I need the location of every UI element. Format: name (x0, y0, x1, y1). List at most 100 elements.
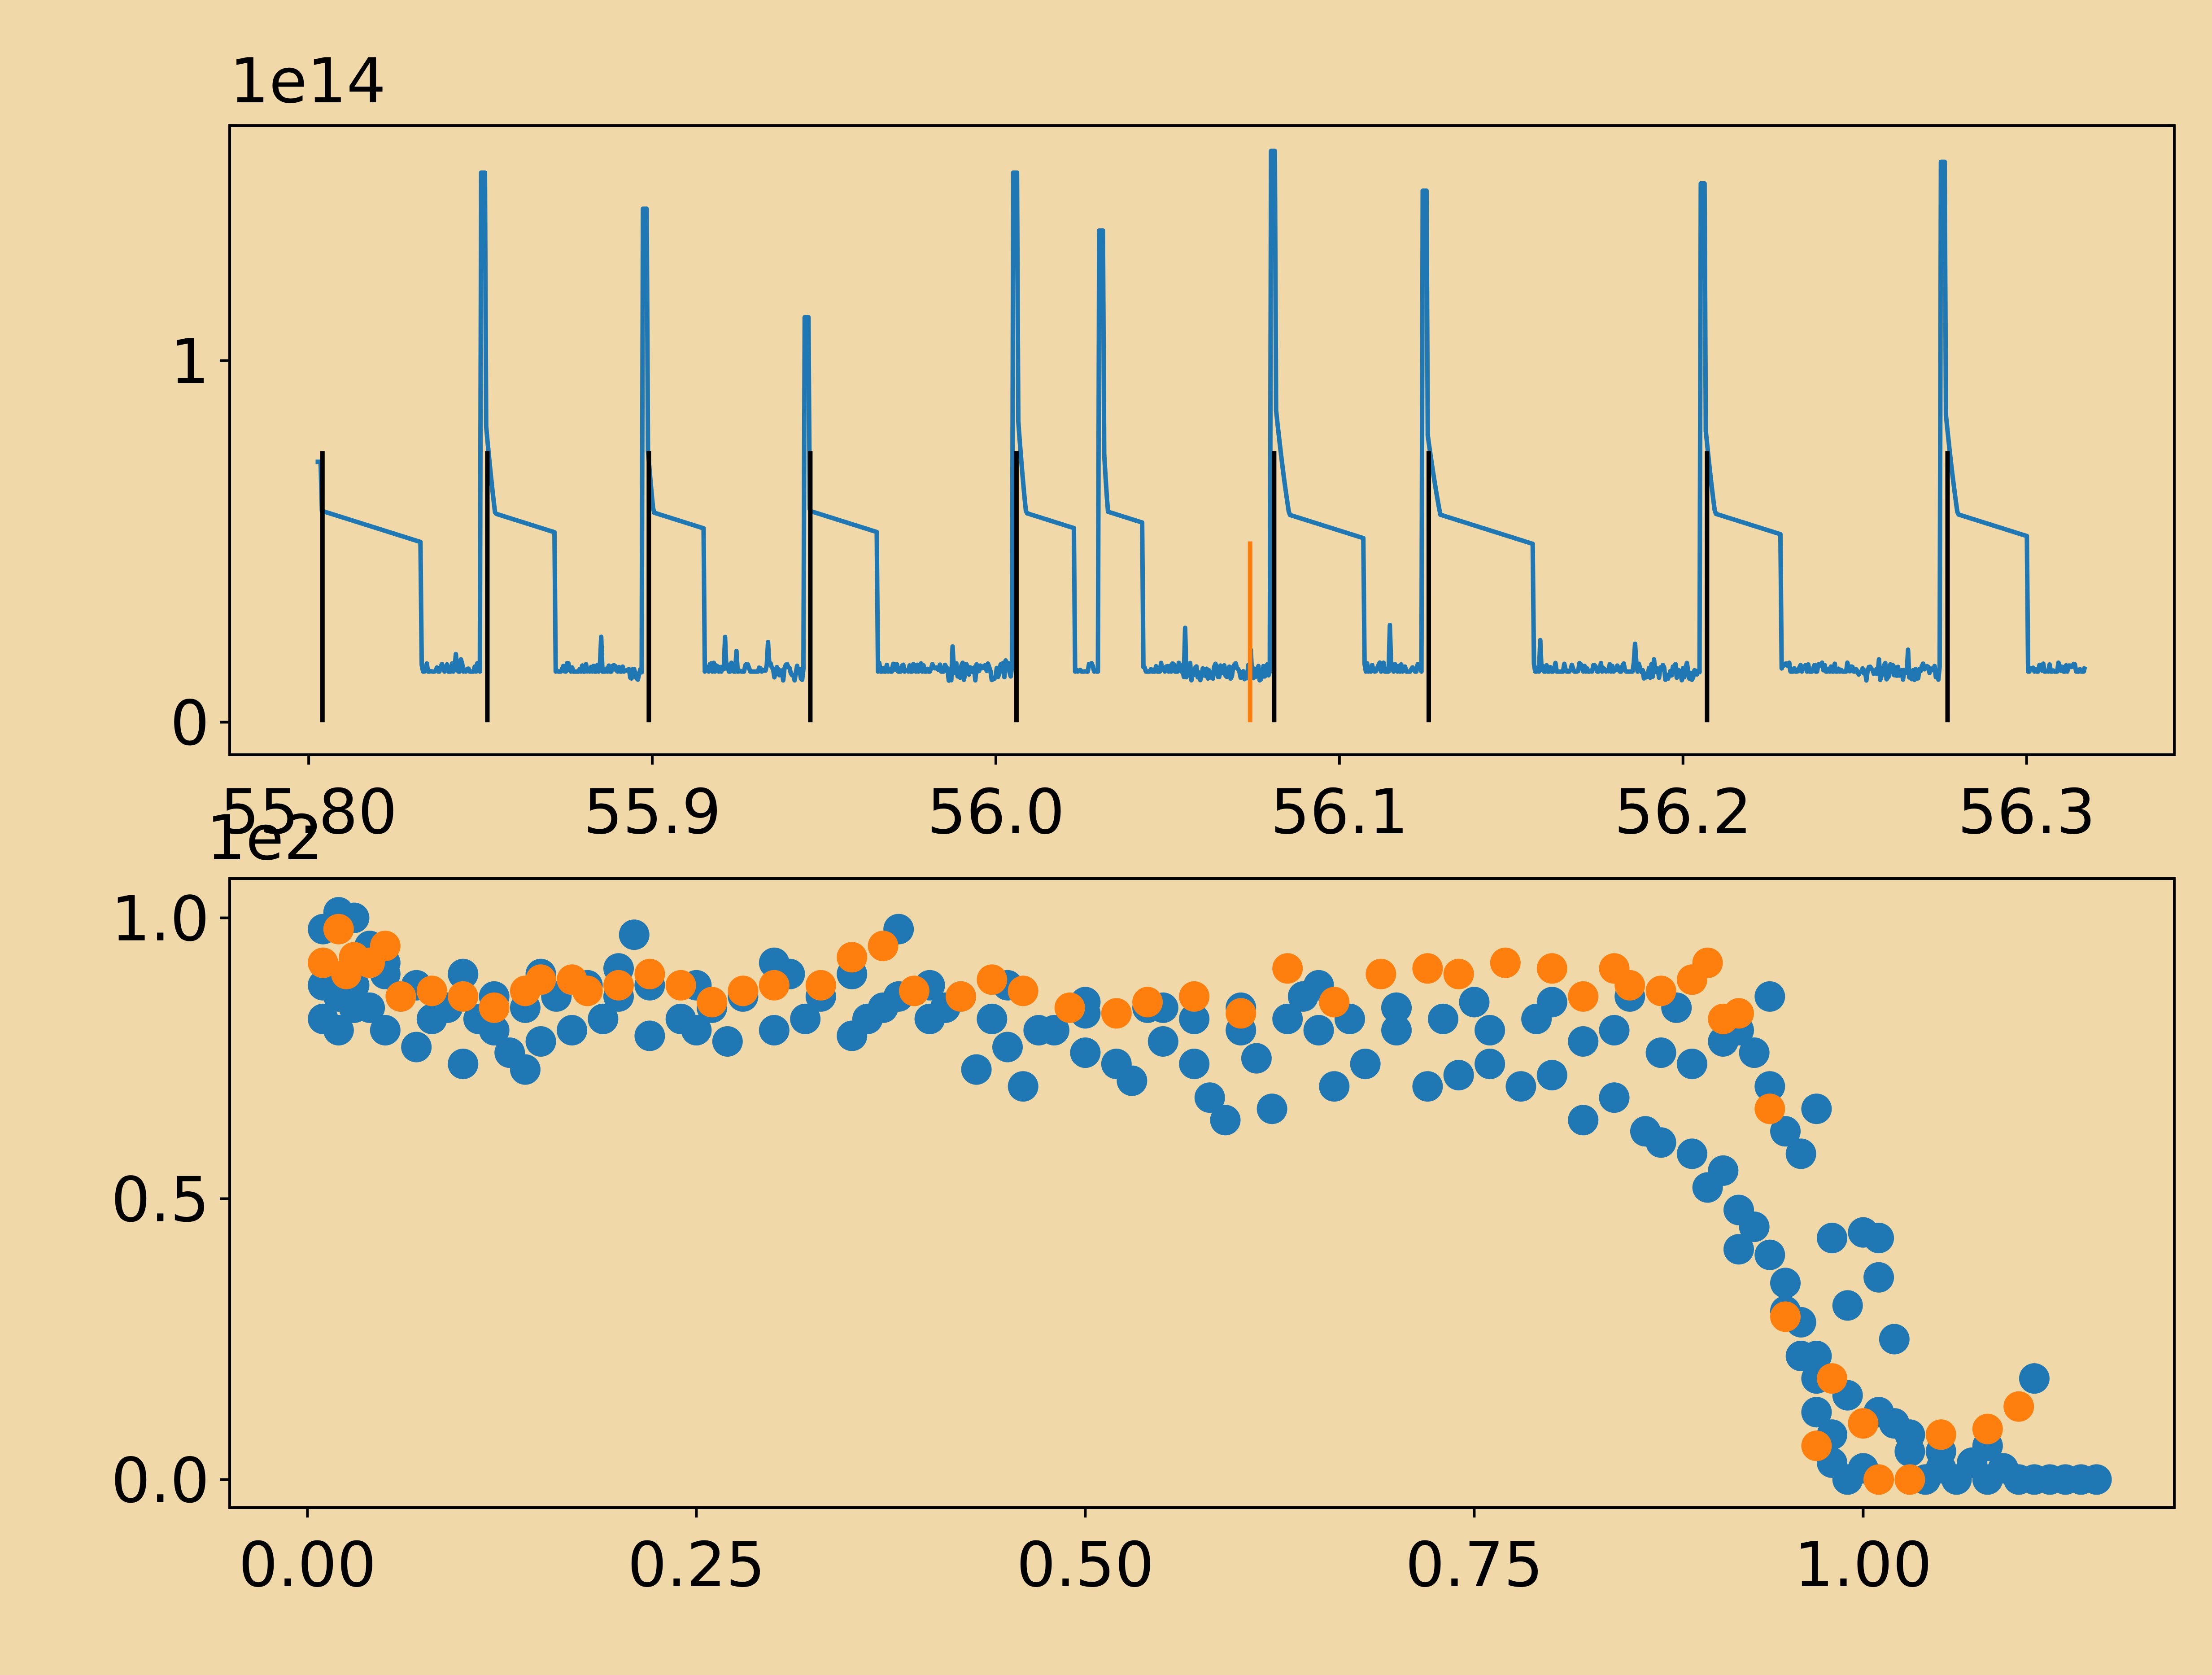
scatter-point (899, 975, 929, 1006)
top-offset-label: 1e14 (230, 45, 386, 117)
scatter-point (712, 1026, 743, 1057)
scatter-point (977, 964, 1008, 995)
scatter-point (603, 970, 634, 1001)
scatter-point (1692, 947, 1723, 978)
scatter-point (1459, 987, 1490, 1018)
scatter-point (946, 981, 976, 1012)
top-x-tick-label: 56.1 (1270, 776, 1408, 848)
scatter-point (619, 919, 650, 950)
scatter-point (1770, 1116, 1801, 1147)
top-x-tick-label: 56.3 (1958, 776, 2095, 848)
top-y-tick-label: 0 (170, 687, 209, 759)
scatter-point (323, 914, 354, 945)
scatter-point (1475, 1015, 1505, 1045)
scatter-point (1754, 1071, 1785, 1102)
top-axes-frame (228, 124, 2176, 756)
scatter-point (1925, 1419, 1956, 1450)
scatter-point (992, 1032, 1023, 1063)
bottom-x-tick-label: 0.75 (1405, 1529, 1543, 1601)
scatter-point (759, 1015, 790, 1045)
scatter-point (1568, 1026, 1599, 1057)
bottom-x-tick-label: 0.50 (1017, 1529, 1154, 1601)
scatter-point (1210, 1105, 1241, 1136)
scatter-point (1272, 953, 1303, 984)
bottom-plot-area (308, 897, 2112, 1495)
scatter-point (1770, 1301, 1801, 1332)
scatter-point (448, 958, 479, 989)
scatter-point (1536, 1060, 1567, 1091)
scatter-point (1801, 1341, 1832, 1371)
scatter-point (354, 992, 385, 1023)
scatter-point (1817, 1363, 1847, 1394)
scatter-point (1863, 1464, 1894, 1495)
signal-line (314, 149, 2087, 683)
scatter-point (805, 970, 836, 1001)
scatter-point (728, 975, 759, 1006)
scatter-point (1801, 1397, 1832, 1428)
scatter-point (1568, 1105, 1599, 1136)
scatter-point (525, 1026, 556, 1057)
scatter-point (1708, 1026, 1739, 1057)
scatter-point (1645, 1037, 1676, 1068)
scatter-point (1568, 981, 1599, 1012)
scatter-point (1770, 1268, 1801, 1299)
scatter-point (1708, 1155, 1739, 1186)
bottom-offset-label: 1e2 (206, 802, 323, 874)
scatter-point (1894, 1464, 1925, 1495)
bottom-y-tick-label: 0.5 (111, 1164, 209, 1236)
scatter-point (1132, 987, 1163, 1018)
scatter-point (1179, 1049, 1210, 1080)
scatter-point (977, 1003, 1008, 1034)
scatter-point (1739, 1211, 1770, 1242)
scatter-point (759, 970, 790, 1001)
scatter-point (1599, 1082, 1630, 1113)
scatter-point (1739, 1037, 1770, 1068)
scatter-point (2081, 1464, 2112, 1495)
scatter-point (448, 1049, 479, 1080)
scatter-point (1319, 1071, 1350, 1102)
top-y-tick-label: 1 (170, 326, 209, 398)
bottom-axis-ticks: 0.00 0.25 0.50 0.75 1.00 0.0 0.5 1.0 (111, 883, 1933, 1601)
scatter-point (1785, 1138, 1816, 1169)
scatter-point (525, 964, 556, 995)
scatter-series-1 (308, 914, 2034, 1495)
scatter-point (1490, 947, 1521, 978)
scatter-point (1645, 1127, 1676, 1158)
scatter-point (1412, 953, 1443, 984)
scatter-point (1676, 1049, 1707, 1080)
scatter-point (1505, 1071, 1536, 1102)
scatter-point (557, 1015, 587, 1045)
scatter-point (1801, 1430, 1832, 1461)
top-x-tick-label: 55.9 (583, 776, 721, 848)
scatter-point (837, 942, 868, 973)
scatter-point (1366, 958, 1396, 989)
scatter-point (1863, 1262, 1894, 1293)
scatter-point (1179, 1003, 1210, 1034)
scatter-point (1832, 1290, 1863, 1321)
scatter-point (1381, 992, 1412, 1023)
bottom-y-tick-label: 0.0 (111, 1444, 209, 1517)
scatter-point (1412, 1071, 1443, 1102)
scatter-point (1443, 1060, 1474, 1091)
bottom-x-tick-label: 0.25 (628, 1529, 765, 1601)
scatter-point (1179, 981, 1210, 1012)
scatter-point (1381, 1015, 1412, 1045)
scatter-point (1894, 1419, 1925, 1450)
bottom-x-tick-label: 1.00 (1794, 1529, 1932, 1601)
scatter-point (1475, 1049, 1505, 1080)
scatter-point (416, 975, 447, 1006)
scatter-point (852, 1003, 883, 1034)
scatter-point (1303, 1015, 1334, 1045)
scatter-point (1257, 1093, 1287, 1124)
bottom-axes-frame (228, 877, 2176, 1509)
scatter-point (448, 981, 479, 1012)
scatter-point (1023, 1015, 1054, 1045)
scatter-point (370, 931, 401, 962)
scatter-point (323, 1015, 354, 1045)
scatter-point (308, 947, 339, 978)
scatter-point (1848, 1408, 1879, 1439)
scatter-point (1070, 1037, 1101, 1068)
bottom-x-tick-label: 0.00 (239, 1529, 376, 1601)
scatter-point (961, 1054, 992, 1085)
